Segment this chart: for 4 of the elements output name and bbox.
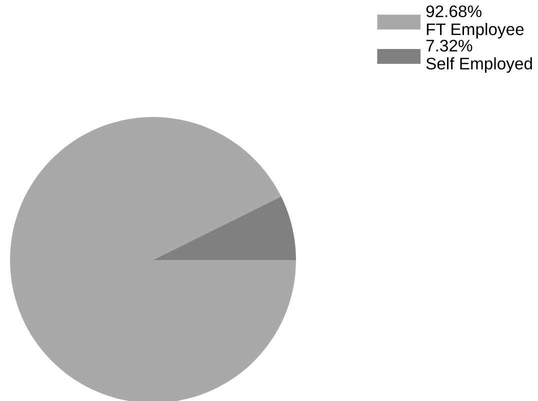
data-label: 7.32% [426,40,472,52]
legend-label: Self Employed [426,57,532,73]
legend-label: FT Employee [426,22,524,38]
data-label: 92.68% [426,5,482,18]
